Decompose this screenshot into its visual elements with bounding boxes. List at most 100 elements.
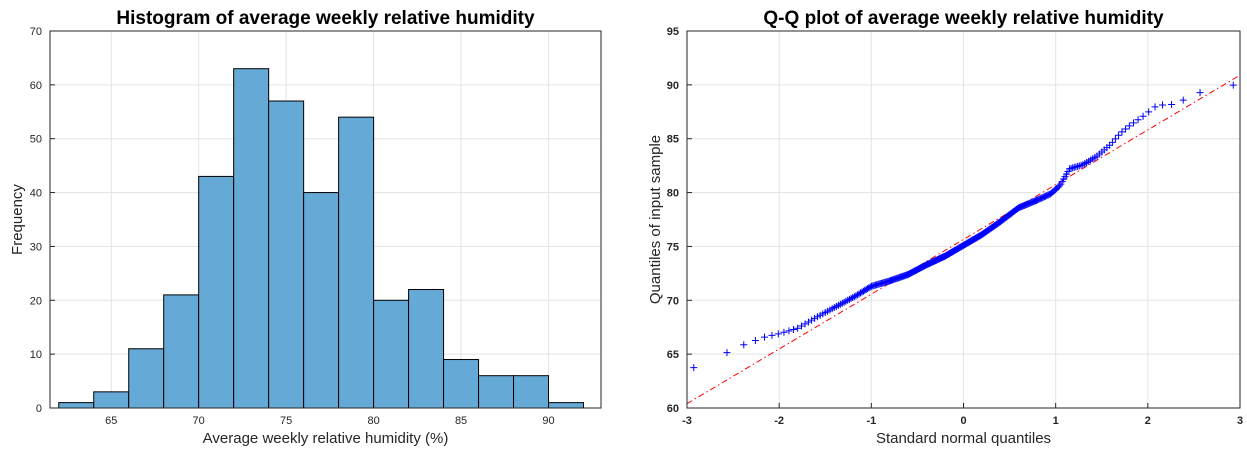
qq-y-tick-label: 95 bbox=[667, 26, 679, 38]
histogram-y-axis-label: Frequency bbox=[9, 184, 26, 255]
histogram-x-tick-label: 70 bbox=[193, 415, 205, 427]
qq-point bbox=[789, 325, 797, 333]
qq-point bbox=[1075, 162, 1083, 170]
qq-point bbox=[1106, 141, 1114, 149]
qq-x-tick-label: -3 bbox=[682, 415, 692, 427]
histogram-bar bbox=[338, 116, 375, 409]
histogram-y-tick-label: 70 bbox=[30, 26, 42, 38]
qq-y-axis-label: Quantiles of input sample bbox=[647, 135, 664, 304]
qq-x-axis-label: Standard normal quantiles bbox=[876, 430, 1051, 447]
qq-point bbox=[774, 330, 782, 338]
histogram-tick-labels: 65 70 75 80 85 90 0 10 20 30 40 50 60 70 bbox=[30, 26, 555, 427]
qq-x-tick-label: 3 bbox=[1237, 415, 1243, 427]
qq-point bbox=[1118, 128, 1126, 136]
histogram-y-tick-label: 50 bbox=[30, 134, 42, 146]
qq-y-tick-label: 85 bbox=[667, 134, 679, 146]
histogram-bar bbox=[163, 294, 200, 409]
qq-x-tick-label: -1 bbox=[866, 415, 876, 427]
qq-point bbox=[1115, 131, 1123, 139]
qq-x-tick-label: 2 bbox=[1145, 415, 1151, 427]
qq-point bbox=[858, 288, 866, 296]
qq-y-tick-label: 80 bbox=[667, 188, 679, 200]
qq-point bbox=[1139, 112, 1147, 120]
qq-point bbox=[1229, 81, 1237, 89]
qq-point bbox=[847, 294, 855, 302]
qq-y-tick-label: 65 bbox=[667, 349, 679, 361]
qq-point bbox=[1055, 182, 1063, 190]
histogram-y-tick-label: 60 bbox=[30, 80, 42, 92]
qq-point bbox=[1134, 116, 1142, 124]
histogram-bar bbox=[93, 391, 130, 409]
qq-title: Q-Q plot of average weekly relative humi… bbox=[763, 8, 1164, 29]
qq-point bbox=[1077, 161, 1085, 169]
qq-y-tick-label: 90 bbox=[667, 80, 679, 92]
histogram-x-axis-label: Average weekly relative humidity (%) bbox=[203, 430, 449, 447]
histogram-x-tick-label: 80 bbox=[367, 415, 379, 427]
qq-point bbox=[690, 364, 698, 372]
qq-point bbox=[849, 294, 857, 302]
qq-point bbox=[1122, 125, 1130, 133]
qq-point bbox=[1145, 108, 1153, 116]
qq-point bbox=[850, 293, 858, 301]
histogram-bar bbox=[408, 289, 445, 409]
qq-point bbox=[1108, 138, 1116, 146]
qq-point bbox=[785, 327, 793, 335]
histogram-bar bbox=[443, 359, 480, 409]
qq-point bbox=[780, 328, 788, 336]
qq-point bbox=[723, 349, 731, 357]
qq-point bbox=[840, 298, 848, 306]
qq-point bbox=[1196, 89, 1204, 97]
histogram-bar bbox=[548, 402, 585, 409]
histogram-bar bbox=[373, 299, 410, 409]
qq-reference-line bbox=[686, 74, 1241, 405]
qq-point bbox=[768, 331, 776, 339]
qq-point bbox=[811, 314, 819, 322]
qq-point bbox=[852, 292, 860, 300]
qq-x-tick-label: 1 bbox=[1053, 415, 1059, 427]
qq-point bbox=[1151, 103, 1159, 111]
histogram-y-tick-label: 0 bbox=[36, 403, 42, 415]
histogram-y-tick-label: 10 bbox=[30, 349, 42, 361]
qq-point bbox=[751, 336, 759, 344]
qq-point bbox=[1069, 164, 1077, 172]
qq-point bbox=[1179, 96, 1187, 104]
histogram-bars bbox=[58, 68, 585, 409]
qq-tick-labels: -3 -2 -1 0 1 2 3 60 65 70 75 80 85 90 95 bbox=[667, 26, 1243, 427]
histogram-bar bbox=[268, 100, 305, 409]
qq-grid bbox=[686, 30, 1241, 409]
qq-x-tick-label: -2 bbox=[774, 415, 784, 427]
qq-point bbox=[1168, 100, 1176, 108]
qq-point bbox=[1070, 163, 1078, 171]
histogram-bar bbox=[198, 175, 235, 409]
histogram-x-tick-label: 75 bbox=[280, 415, 292, 427]
qq-point bbox=[1074, 162, 1082, 170]
qq-y-tick-label: 60 bbox=[667, 403, 679, 415]
histogram-bar bbox=[478, 375, 515, 409]
histogram-y-tick-label: 40 bbox=[30, 188, 42, 200]
qq-point bbox=[1130, 119, 1138, 127]
histogram-bar bbox=[233, 68, 270, 409]
histogram-x-tick-label: 85 bbox=[455, 415, 467, 427]
qq-x-tick-label: 0 bbox=[960, 415, 966, 427]
qq-y-tick-label: 75 bbox=[667, 241, 679, 253]
histogram-x-tick-label: 90 bbox=[542, 415, 554, 427]
qq-y-tick-label: 70 bbox=[667, 295, 679, 307]
qq-point bbox=[760, 333, 768, 341]
histogram-bar bbox=[303, 192, 340, 409]
qq-axes-frame bbox=[686, 30, 1241, 409]
qq-point bbox=[845, 295, 853, 303]
histogram-y-tick-label: 30 bbox=[30, 241, 42, 253]
histogram-bar bbox=[513, 375, 550, 409]
histogram-axes-frame bbox=[49, 30, 602, 409]
histogram-title: Histogram of average weekly relative hum… bbox=[116, 8, 535, 29]
qq-point bbox=[1125, 122, 1133, 130]
histogram-y-tick-label: 20 bbox=[30, 295, 42, 307]
qq-point bbox=[808, 316, 816, 324]
histogram-bar bbox=[128, 348, 165, 409]
qq-point bbox=[1159, 101, 1167, 109]
qq-point bbox=[1072, 163, 1080, 171]
qq-point bbox=[797, 322, 805, 330]
qq-point bbox=[794, 324, 802, 332]
